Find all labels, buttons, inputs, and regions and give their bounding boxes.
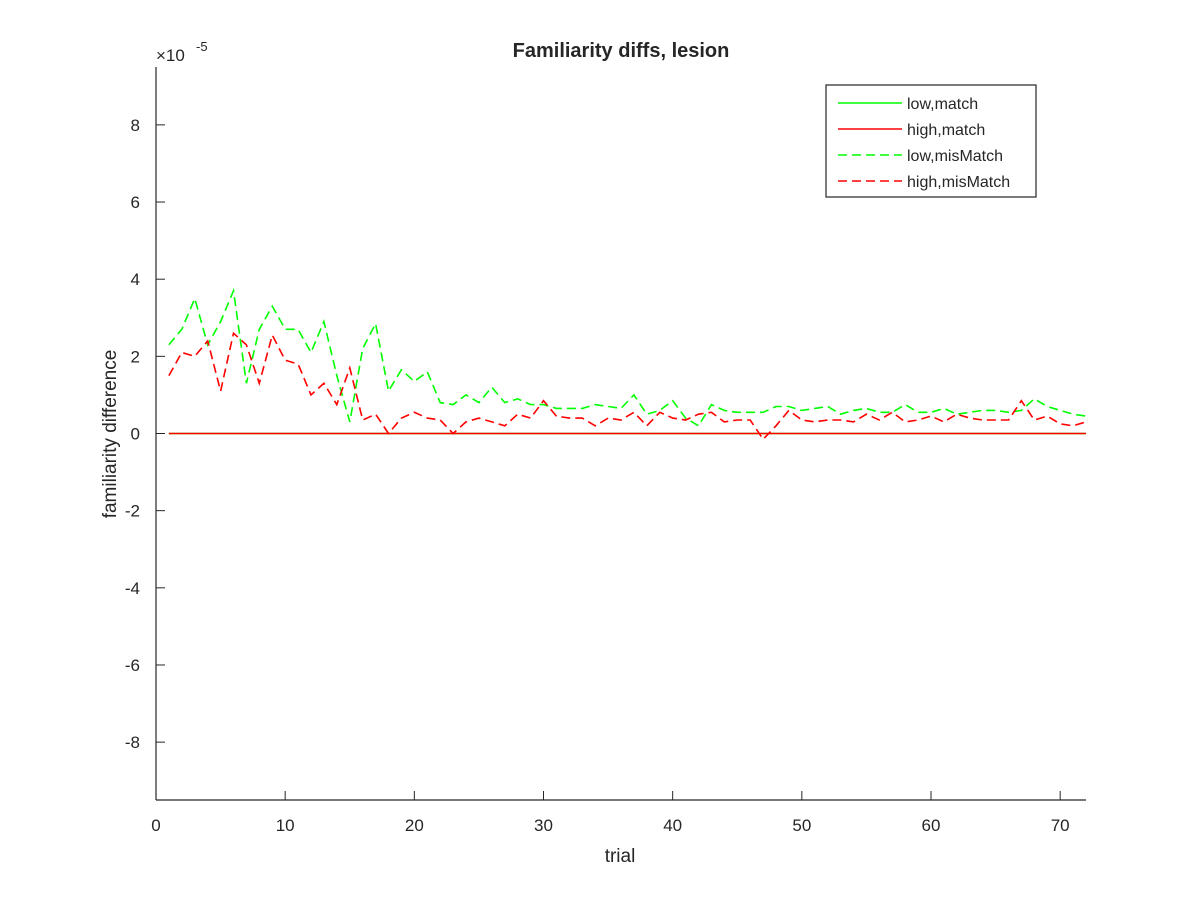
series-lines: [168, 287, 1087, 441]
y-tick-label: -4: [125, 579, 140, 598]
y-tick-label: -8: [125, 733, 140, 752]
y-tick-label: -6: [125, 656, 140, 675]
legend-label: high,match: [907, 122, 985, 139]
y-axis-label: familiarity difference: [100, 350, 121, 519]
series-line-low-mismatch: [168, 287, 1087, 427]
y-exponent-label: ×10 -5: [156, 39, 208, 65]
y-exponent-power: -5: [196, 39, 208, 54]
x-tick-label: 50: [792, 816, 811, 835]
x-tick-label: 40: [663, 816, 682, 835]
y-tick-label: -2: [125, 502, 140, 521]
y-tick-label: 4: [131, 270, 140, 289]
axes: 0 10 20 30 40 50 60 70 -8 -6 -4 -2 0 2 4 6 8: [125, 67, 1086, 835]
legend: low,match high,match low,misMatch high,misM…: [825, 84, 1037, 198]
x-tick-label: 70: [1051, 816, 1070, 835]
x-tick-label: 30: [534, 816, 553, 835]
y-tick-label: 2: [131, 347, 140, 366]
legend-label: low,misMatch: [907, 148, 1003, 165]
y-exponent-multiplier: ×10: [156, 46, 185, 65]
legend-label: low,match: [907, 96, 978, 113]
series-line-high-mismatch: [168, 331, 1087, 441]
x-tick-label: 0: [151, 816, 160, 835]
x-tick-label: 60: [922, 816, 941, 835]
y-tick-label: 0: [131, 425, 140, 444]
x-tick-label: 10: [276, 816, 295, 835]
x-axis-label: trial: [605, 846, 636, 867]
legend-label: high,misMatch: [907, 174, 1010, 191]
y-tick-label: 6: [131, 193, 140, 212]
y-tick-label: 8: [131, 116, 140, 135]
x-tick-label: 20: [405, 816, 424, 835]
chart-title: Familiarity diffs, lesion: [513, 40, 730, 62]
